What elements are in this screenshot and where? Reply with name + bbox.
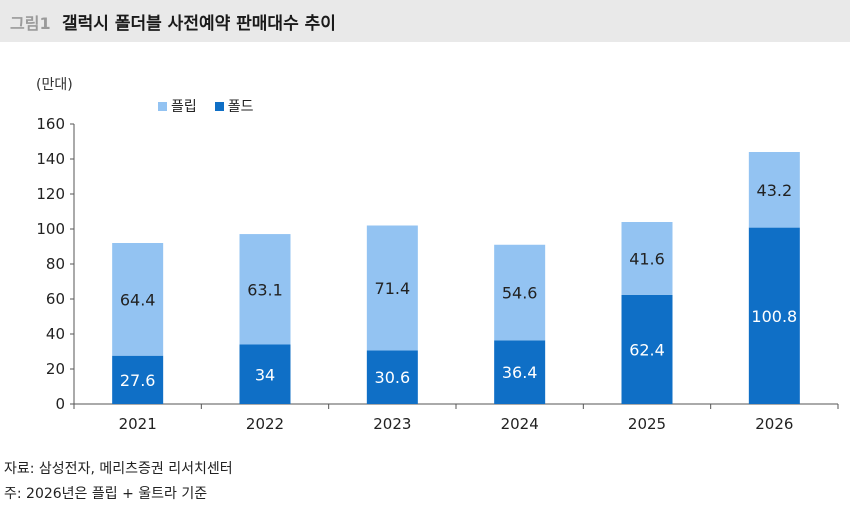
y-tick-label: 40: [46, 325, 65, 343]
bar-fold: [494, 340, 546, 404]
y-tick-label: 160: [36, 115, 65, 133]
legend-item-fold: 폴드: [214, 96, 254, 116]
bar-fold: [239, 344, 291, 404]
figure-header: 그림1 갤럭시 폴더블 사전예약 판매대수 추이: [0, 0, 850, 42]
legend-item-flip: 플립: [158, 96, 197, 116]
data-label-flip: 41.6: [629, 249, 665, 268]
bar-flip: [494, 244, 546, 341]
source-note: 자료: 삼성전자, 메리츠증권 리서치센터: [4, 461, 233, 477]
figure-title: 갤럭시 폴더블 사전예약 판매대수 추이: [62, 14, 336, 34]
y-tick-label: 0: [55, 395, 65, 413]
legend-swatch-fold: [214, 101, 224, 111]
data-label-fold: 30.6: [375, 368, 411, 387]
data-label-fold: 34: [255, 365, 275, 384]
legend-label-fold: 폴드: [227, 99, 254, 115]
x-tick-label: 2022: [246, 415, 284, 433]
bar-fold: [366, 350, 418, 404]
data-label-fold: 27.6: [120, 371, 156, 390]
legend-swatch-flip: [158, 101, 167, 111]
unit-label: (만대): [36, 77, 73, 93]
data-label-fold: 36.4: [502, 363, 538, 382]
y-tick-label: 80: [46, 255, 65, 273]
x-tick-label: 2025: [628, 415, 666, 433]
y-tick-label: 140: [36, 150, 65, 168]
x-tick-label: 2023: [373, 415, 411, 433]
data-label-flip: 64.4: [120, 290, 156, 309]
y-tick-label: 20: [46, 360, 65, 378]
bar-flip: [748, 152, 800, 228]
data-label-fold: 100.8: [751, 307, 797, 326]
bar-fold: [621, 294, 673, 404]
y-tick-label: 100: [36, 220, 65, 238]
data-label-flip: 63.1: [247, 280, 283, 299]
data-label-flip: 71.4: [375, 279, 411, 298]
stacked-bar-chart: 0 20 40 60 80 100 120 140 160 27.6 64.4 2021 34 63.1 2…: [36, 115, 839, 433]
legend-label-flip: 플립: [171, 99, 197, 115]
data-label-fold: 62.4: [629, 340, 665, 359]
figure-number: 그림1: [10, 14, 51, 33]
x-tick-label: 2026: [755, 415, 793, 433]
data-label-flip: 43.2: [757, 181, 793, 200]
data-label-flip: 54.6: [502, 284, 538, 303]
bar-fold: [748, 227, 800, 404]
bar-flip: [366, 225, 418, 351]
bar-flip: [621, 222, 673, 295]
x-tick-label: 2024: [501, 415, 539, 433]
bar-fold: [112, 355, 164, 404]
bar-flip: [239, 234, 291, 345]
chart-legend: 플립 폴드: [158, 96, 272, 116]
x-tick-label: 2021: [119, 415, 157, 433]
footnote: 주: 2026년은 플립 + 울트라 기준: [4, 486, 208, 502]
bar-flip: [112, 243, 164, 356]
y-tick-label: 120: [36, 185, 65, 203]
y-tick-label: 60: [46, 290, 65, 308]
